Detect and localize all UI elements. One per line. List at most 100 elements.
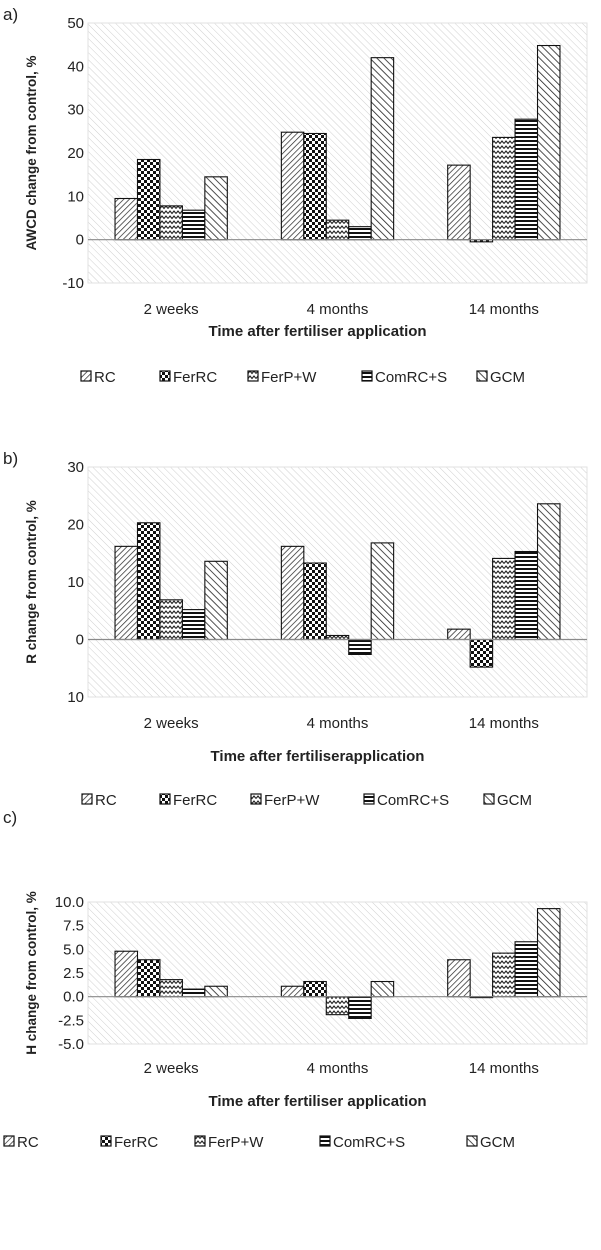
bar-rc-3	[447, 164, 471, 241]
legend-label: FerRC	[173, 369, 217, 386]
bar-comrc-s-1	[181, 609, 206, 641]
legend-label: RC	[17, 1134, 39, 1151]
y-tick-label: -5.0	[58, 1036, 84, 1053]
bar-ferp-w-3	[492, 952, 516, 998]
bar-rc-2	[280, 985, 305, 998]
bar-rc-1	[114, 950, 139, 998]
legend-swatch	[319, 1135, 331, 1147]
y-tick-label: 10	[67, 188, 84, 205]
x-tick-label: 4 months	[307, 1060, 369, 1077]
legend-label: FerP+W	[208, 1134, 264, 1151]
legend-label: GCM	[490, 369, 525, 386]
y-axis-label: H change from control, %	[24, 891, 39, 1055]
x-tick-label: 14 months	[469, 301, 539, 318]
legend-swatch	[100, 1135, 112, 1147]
y-tick-label: 20	[67, 145, 84, 162]
bar-ferrc-1	[136, 959, 161, 998]
bar-gcm-1	[204, 985, 228, 998]
y-tick-label: 7.5	[63, 918, 84, 935]
bar-ferrc-3	[469, 638, 494, 668]
legend: RC FerRC FerP+W ComRC+S GCM	[3, 1134, 515, 1151]
bar-ferrc-2	[303, 132, 327, 241]
y-tick-label: 10	[67, 689, 84, 706]
bar-ferrc-2	[303, 980, 327, 998]
chart-panel-2: b) 10 0 10 20 30 2 weeks 4 months 14 months R cha…	[3, 449, 588, 809]
chart-panel-3: c) -5.0 -2.5 0.0 2.5 5.0 7.5 10.0 2 weeks 4 month…	[3, 808, 588, 1151]
legend: RC FerRC FerP+W ComRC+S GCM	[80, 369, 525, 386]
legend-label: ComRC+S	[333, 1134, 405, 1151]
panel-label: a)	[3, 5, 18, 24]
y-tick-label: 10.0	[55, 894, 84, 911]
bar-ferp-w-1	[159, 205, 183, 241]
legend-swatch	[3, 1135, 15, 1147]
bar-ferrc-1	[136, 158, 161, 241]
bar-gcm-2	[370, 57, 395, 241]
y-tick-label: 30	[67, 102, 84, 119]
legend-label: FerRC	[173, 792, 217, 809]
legend-swatch	[363, 793, 375, 805]
y-tick-label: 0.0	[63, 989, 84, 1006]
legend-label: RC	[95, 792, 117, 809]
bar-rc-3	[447, 959, 471, 998]
legend-swatch	[194, 1135, 206, 1147]
bar-gcm-3	[536, 908, 561, 998]
bar-gcm-2	[370, 980, 395, 998]
bar-ferrc-2	[303, 562, 327, 641]
x-tick-label: 4 months	[307, 301, 369, 318]
bar-rc-1	[114, 545, 139, 641]
charts-layer: a) -10 0 10 20 30 40 50 2 weeks 4 months 14 months…	[3, 5, 588, 1151]
panel-label: b)	[3, 449, 18, 468]
bar-rc-1	[114, 197, 139, 241]
legend-swatch	[483, 793, 495, 805]
bar-rc-3	[447, 628, 471, 641]
legend-swatch	[81, 793, 93, 805]
y-tick-label: 20	[67, 517, 84, 534]
y-tick-label: 2.5	[63, 965, 84, 982]
y-axis-label: R change from control, %	[24, 500, 39, 664]
bar-rc-2	[280, 131, 305, 241]
legend-label: FerP+W	[261, 369, 317, 386]
bar-ferp-w-3	[492, 136, 516, 241]
legend-swatch	[476, 370, 488, 382]
bar-ferp-w-1	[159, 979, 183, 998]
legend-swatch	[466, 1135, 478, 1147]
bar-comrc-s-1	[181, 209, 206, 241]
legend-swatch	[159, 793, 171, 805]
legend: RC FerRC FerP+W ComRC+S GCM	[81, 792, 532, 809]
bar-ferp-w-2	[325, 996, 350, 1016]
legend-label: FerP+W	[264, 792, 320, 809]
bar-comrc-s-3	[514, 550, 539, 641]
y-tick-label: 30	[67, 459, 84, 476]
bar-gcm-3	[536, 503, 561, 641]
x-axis-label: Time after fertiliser application	[208, 323, 426, 340]
bar-ferp-w-1	[159, 599, 183, 641]
x-tick-label: 14 months	[469, 715, 539, 732]
bar-gcm-1	[204, 560, 228, 641]
y-tick-label: 40	[67, 58, 84, 75]
bar-gcm-1	[204, 176, 228, 241]
chart-panel-1: a) -10 0 10 20 30 40 50 2 weeks 4 months 14 months…	[3, 5, 588, 386]
x-axis-label: Time after fertiliser application	[208, 1093, 426, 1110]
y-tick-label: 0	[76, 232, 84, 249]
y-tick-label: -10	[62, 275, 84, 292]
legend-label: GCM	[480, 1134, 515, 1151]
legend-swatch	[250, 793, 262, 805]
x-tick-label: 2 weeks	[144, 301, 199, 318]
bar-comrc-s-2	[348, 638, 372, 655]
legend-swatch	[80, 370, 92, 382]
y-tick-label: -2.5	[58, 1012, 84, 1029]
legend-label: FerRC	[114, 1134, 158, 1151]
panel-label: c)	[3, 808, 17, 827]
x-tick-label: 2 weeks	[144, 715, 199, 732]
y-axis-label: AWCD change from control, %	[24, 55, 39, 250]
x-tick-label: 14 months	[469, 1060, 539, 1077]
x-axis-label: Time after fertiliserapplication	[211, 748, 425, 765]
bar-comrc-s-3	[514, 941, 539, 998]
legend-label: GCM	[497, 792, 532, 809]
bar-comrc-s-2	[348, 996, 372, 1019]
y-tick-label: 50	[67, 15, 84, 32]
y-tick-label: 0	[76, 632, 84, 649]
bar-comrc-s-1	[181, 988, 206, 998]
bar-gcm-3	[536, 44, 561, 241]
